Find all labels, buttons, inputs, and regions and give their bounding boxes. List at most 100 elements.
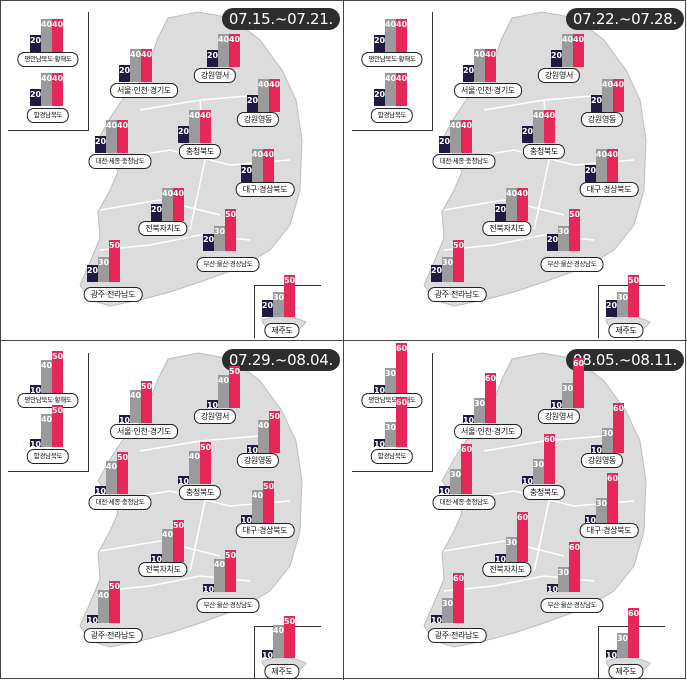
- normal-bar: 40: [385, 73, 396, 106]
- bar-group-daejeon: 10 30 60: [438, 444, 472, 496]
- normal-bar: 40: [98, 590, 109, 623]
- north-inset-frame: [352, 353, 433, 472]
- above-normal-bar: 40: [485, 49, 496, 82]
- region-label-gangwon_w: 강원영서: [193, 68, 237, 83]
- below-normal-bar: 20: [591, 95, 602, 112]
- bar-group-gangwon_e: 20 40 40: [591, 62, 624, 112]
- bar-group-jeju: 10 40 50: [262, 608, 295, 660]
- bar-group-seoul: 20 40 40: [119, 32, 152, 82]
- above-normal-bar: 50: [225, 550, 236, 592]
- above-normal-bar: 50: [284, 616, 295, 658]
- bar-group-chungbuk: 20 40 40: [178, 93, 211, 143]
- normal-bar: 40: [258, 79, 269, 112]
- region-label-daegu: 대구·경상북도: [235, 182, 295, 197]
- peninsula-shape: [79, 352, 303, 648]
- above-normal-bar: 50: [269, 411, 280, 453]
- region-label-pyeongan: 평안남북도·황해도: [361, 52, 423, 67]
- bar-group-gwangju: 20 30 50: [87, 232, 120, 282]
- above-normal-bar: 60: [461, 444, 472, 494]
- normal-bar: 40: [41, 73, 52, 106]
- normal-bar: 40: [385, 19, 396, 52]
- below-normal-bar: 20: [151, 204, 162, 221]
- bar-group-pyeongan: 10 40 50: [29, 343, 63, 395]
- region-label-jeju: 제주도: [264, 323, 300, 338]
- region-label-gwangju: 광주·전라남도: [427, 628, 487, 643]
- bar-group-jeonbuk: 10 30 60: [495, 512, 528, 564]
- bar-group-daegu: 20 40 40: [241, 132, 274, 182]
- normal-bar: 40: [602, 79, 613, 112]
- region-label-daejeon: 대전·세종·충청남도: [88, 495, 152, 510]
- above-normal-bar: 50: [117, 452, 128, 494]
- normal-bar: 40: [596, 149, 607, 182]
- above-normal-bar: 40: [396, 73, 407, 106]
- below-normal-bar: 10: [150, 554, 163, 564]
- below-normal-bar: 20: [431, 265, 442, 282]
- bar-group-gwangju: 10 30 60: [431, 573, 464, 625]
- normal-bar: 40: [41, 414, 52, 447]
- region-label-gangwon_w: 강원영서: [537, 68, 581, 83]
- normal-bar: 30: [617, 292, 628, 317]
- normal-bar: 40: [130, 49, 141, 82]
- below-normal-bar: 10: [202, 584, 215, 594]
- above-normal-bar: 60: [396, 343, 407, 393]
- normal-bar: 40: [214, 559, 225, 592]
- above-normal-bar: 60: [613, 403, 624, 453]
- province-border: [443, 540, 565, 557]
- region-label-jeonbuk: 전북자치도: [138, 562, 188, 577]
- bar-group-chungbuk: 20 40 40: [522, 93, 555, 143]
- normal-bar: 30: [214, 226, 225, 251]
- below-normal-bar: 10: [29, 385, 42, 395]
- region-label-jeju: 제주도: [608, 664, 644, 679]
- region-label-gangwon_w: 강원영서: [193, 409, 237, 424]
- below-normal-bar: 20: [30, 89, 41, 106]
- normal-bar: 30: [98, 257, 109, 282]
- normal-bar: 40: [506, 188, 517, 221]
- region-label-seoul: 서울·인천·경기도: [110, 83, 178, 98]
- forecast-panel-4: 08.05.~08.11. 10 30 60 평안남북도·황해도 10 30 60 함경남북도 1…: [344, 341, 687, 681]
- peninsula-shape: [423, 11, 647, 307]
- region-label-seoul: 서울·인천·경기도: [454, 424, 522, 439]
- region-label-busan: 부산·울산·경상남도: [196, 257, 260, 272]
- normal-bar: 30: [617, 633, 628, 658]
- above-normal-bar: 50: [200, 442, 211, 484]
- below-normal-bar: 10: [373, 385, 386, 395]
- normal-bar: 30: [385, 422, 396, 447]
- date-range-badge: 08.05.~08.11.: [565, 349, 684, 371]
- region-label-daejeon: 대전·세종·충청남도: [432, 154, 496, 169]
- below-normal-bar: 10: [240, 515, 253, 525]
- province-border: [443, 199, 565, 216]
- region-label-hamgyeong: 함경남북도: [370, 108, 414, 123]
- above-normal-bar: 60: [607, 473, 618, 523]
- below-normal-bar: 20: [247, 95, 258, 112]
- region-label-busan: 부산·울산·경상남도: [196, 598, 260, 613]
- above-normal-bar: 40: [396, 19, 407, 52]
- below-normal-bar: 20: [463, 65, 474, 82]
- below-normal-bar: 20: [30, 35, 41, 52]
- region-label-daegu: 대구·경상북도: [579, 523, 639, 538]
- below-normal-bar: 10: [550, 400, 563, 410]
- below-normal-bar: 20: [119, 65, 130, 82]
- below-normal-bar: 10: [438, 486, 451, 496]
- normal-bar: 40: [189, 451, 200, 484]
- bar-group-chungbuk: 10 30 60: [522, 434, 555, 486]
- forecast-panel-2: 07.22.~07.28. 20 40 40 평안남북도·황해도 20 40 40 함경남북도 2…: [344, 0, 687, 340]
- normal-bar: 30: [442, 257, 453, 282]
- below-normal-bar: 10: [462, 415, 475, 425]
- normal-bar: 30: [596, 498, 607, 523]
- below-normal-bar: 10: [94, 486, 107, 496]
- north-inset-frame: [8, 353, 89, 472]
- above-normal-bar: 50: [109, 581, 120, 623]
- below-normal-bar: 20: [95, 136, 106, 153]
- bar-group-gangwon_w: 10 40 50: [207, 358, 240, 410]
- below-normal-bar: 20: [241, 165, 252, 182]
- normal-bar: 40: [106, 461, 117, 494]
- province-border: [99, 199, 221, 216]
- horizontal-divider: [0, 340, 687, 341]
- bar-group-jeju: 10 30 60: [605, 608, 639, 660]
- region-label-gangwon_w: 강원영서: [537, 409, 581, 424]
- region-label-jeonbuk: 전북자치도: [482, 221, 532, 236]
- above-normal-bar: 60: [573, 358, 584, 408]
- below-normal-bar: 10: [605, 650, 618, 660]
- region-label-gangwon_e: 강원영동: [236, 453, 280, 468]
- normal-bar: 30: [273, 292, 284, 317]
